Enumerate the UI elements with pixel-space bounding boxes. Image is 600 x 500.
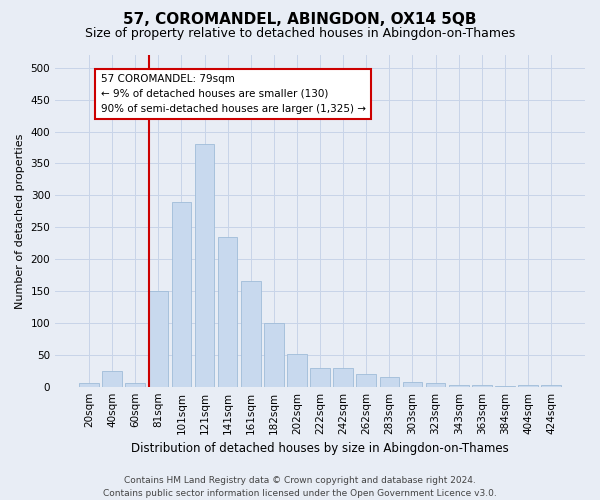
X-axis label: Distribution of detached houses by size in Abingdon-on-Thames: Distribution of detached houses by size … bbox=[131, 442, 509, 455]
Bar bbox=[195, 144, 214, 386]
Bar bbox=[79, 384, 99, 386]
Y-axis label: Number of detached properties: Number of detached properties bbox=[15, 133, 25, 308]
Bar bbox=[380, 377, 399, 386]
Text: 57, COROMANDEL, ABINGDON, OX14 5QB: 57, COROMANDEL, ABINGDON, OX14 5QB bbox=[123, 12, 477, 28]
Bar bbox=[403, 382, 422, 386]
Bar bbox=[426, 384, 445, 386]
Bar bbox=[241, 282, 260, 387]
Bar bbox=[449, 385, 469, 386]
Bar bbox=[264, 323, 284, 386]
Bar bbox=[172, 202, 191, 386]
Text: Size of property relative to detached houses in Abingdon-on-Thames: Size of property relative to detached ho… bbox=[85, 28, 515, 40]
Text: Contains HM Land Registry data © Crown copyright and database right 2024.
Contai: Contains HM Land Registry data © Crown c… bbox=[103, 476, 497, 498]
Bar bbox=[310, 368, 330, 386]
Bar bbox=[334, 368, 353, 386]
Bar bbox=[103, 370, 122, 386]
Bar bbox=[356, 374, 376, 386]
Bar bbox=[287, 354, 307, 386]
Bar bbox=[149, 291, 168, 386]
Text: 57 COROMANDEL: 79sqm
← 9% of detached houses are smaller (130)
90% of semi-detac: 57 COROMANDEL: 79sqm ← 9% of detached ho… bbox=[101, 74, 365, 114]
Bar bbox=[218, 237, 238, 386]
Bar bbox=[125, 384, 145, 386]
